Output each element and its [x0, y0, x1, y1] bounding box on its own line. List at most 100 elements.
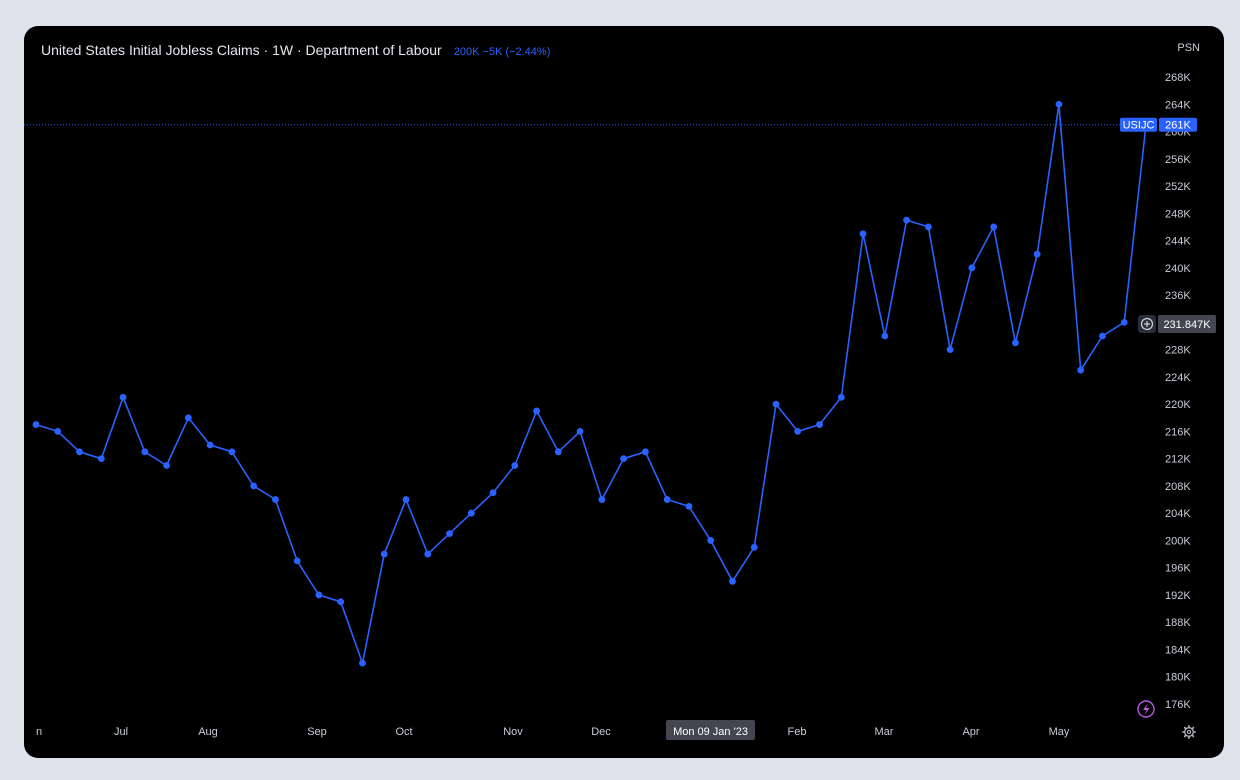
lightning-icon[interactable]: [1137, 700, 1155, 718]
y-tick-label: 196K: [1165, 563, 1191, 575]
data-point[interactable]: [620, 455, 628, 463]
data-point[interactable]: [1055, 100, 1063, 108]
data-point[interactable]: [794, 427, 802, 435]
x-tick-label: Oct: [395, 726, 412, 738]
x-tick-label: Dec: [591, 726, 611, 738]
data-point[interactable]: [816, 421, 823, 428]
y-tick-label: 268K: [1165, 72, 1191, 84]
last-value-badge: 261K: [1159, 117, 1197, 132]
data-point[interactable]: [76, 448, 83, 456]
x-tick-label: Aug: [198, 726, 218, 738]
data-point[interactable]: [946, 346, 954, 354]
y-tick-label: 176K: [1165, 699, 1191, 711]
x-tick-label: Mar: [875, 726, 894, 738]
legend-row: United States Initial Jobless Claims · 1…: [41, 42, 550, 58]
x-tick-label: Feb: [788, 726, 807, 738]
currency-label[interactable]: PSN: [1177, 42, 1200, 54]
x-tick-label: Sep: [307, 726, 327, 738]
data-point[interactable]: [1099, 332, 1106, 340]
y-tick-label: 236K: [1165, 290, 1191, 302]
data-point[interactable]: [424, 550, 432, 558]
series-tag-badge[interactable]: USIJC: [1120, 117, 1157, 132]
data-point[interactable]: [380, 550, 388, 558]
y-tick-label: 240K: [1165, 263, 1191, 275]
data-point[interactable]: [402, 496, 410, 503]
x-tick-label: May: [1049, 726, 1070, 738]
data-point[interactable]: [359, 659, 366, 667]
data-point[interactable]: [990, 223, 998, 231]
data-point[interactable]: [1033, 250, 1041, 258]
data-point[interactable]: [903, 216, 910, 224]
y-tick-label: 256K: [1165, 154, 1191, 166]
crosshair-date-badge: Mon 09 Jan '23: [666, 720, 755, 740]
data-point[interactable]: [293, 557, 301, 565]
y-tick-label: 212K: [1165, 454, 1191, 466]
data-point[interactable]: [707, 537, 715, 544]
data-point[interactable]: [1120, 318, 1128, 326]
line-chart[interactable]: 268K264K260K256K252K248K244K240K236K232K…: [24, 26, 1224, 758]
y-tick-label: 224K: [1165, 372, 1191, 384]
data-point[interactable]: [446, 530, 453, 538]
legend-values: 200K −5K (−2.44%): [453, 46, 551, 58]
data-point[interactable]: [32, 421, 40, 428]
data-point[interactable]: [968, 264, 976, 272]
y-tick-label: 188K: [1165, 617, 1191, 629]
y-tick-label: 252K: [1165, 181, 1191, 193]
data-point[interactable]: [881, 332, 889, 340]
data-point[interactable]: [315, 591, 323, 599]
y-tick-label: 180K: [1165, 672, 1191, 684]
y-tick-label: 228K: [1165, 345, 1191, 357]
data-point[interactable]: [750, 543, 758, 551]
data-point[interactable]: [729, 577, 736, 585]
data-point[interactable]: [97, 455, 105, 463]
gear-icon[interactable]: [1182, 724, 1196, 740]
y-tick-label: 184K: [1165, 644, 1191, 656]
data-point[interactable]: [772, 400, 780, 408]
y-tick-label: 248K: [1165, 208, 1191, 220]
data-point[interactable]: [642, 448, 649, 456]
data-point[interactable]: [228, 448, 236, 456]
data-point[interactable]: [663, 496, 671, 503]
data-point[interactable]: [206, 441, 214, 449]
data-point[interactable]: [554, 448, 562, 456]
y-tick-label: 204K: [1165, 508, 1191, 520]
data-point[interactable]: [184, 414, 192, 422]
data-point[interactable]: [272, 496, 279, 503]
chart-title: United States Initial Jobless Claims · 1…: [41, 42, 442, 58]
data-point[interactable]: [250, 482, 258, 490]
x-tick-label: Jul: [114, 726, 128, 738]
x-tick-label: n: [36, 726, 42, 738]
data-point[interactable]: [576, 427, 584, 435]
y-tick-label: 200K: [1165, 535, 1191, 547]
data-point[interactable]: [685, 502, 693, 510]
y-tick-label: 264K: [1165, 99, 1191, 111]
crosshair-value-text: 231.847K: [1163, 319, 1211, 331]
y-tick-label: 192K: [1165, 590, 1191, 602]
y-tick-label: 216K: [1165, 426, 1191, 438]
chart-frame: United States Initial Jobless Claims · 1…: [24, 26, 1224, 758]
y-tick-label: 208K: [1165, 481, 1191, 493]
data-point[interactable]: [511, 462, 519, 469]
data-point[interactable]: [489, 489, 497, 497]
last-value-text: 261K: [1165, 120, 1191, 132]
data-point[interactable]: [533, 407, 540, 415]
plus-circle-icon[interactable]: [1138, 315, 1156, 333]
x-tick-label: Apr: [962, 726, 979, 738]
data-point[interactable]: [337, 598, 345, 606]
data-point[interactable]: [598, 496, 606, 503]
y-tick-label: 244K: [1165, 236, 1191, 248]
y-tick-label: 260K: [1165, 127, 1191, 139]
series-tag-text: USIJC: [1123, 120, 1155, 132]
data-point[interactable]: [1077, 366, 1085, 374]
x-tick-label: Nov: [503, 726, 523, 738]
data-point[interactable]: [163, 462, 170, 469]
data-point[interactable]: [54, 427, 62, 435]
y-tick-label: 220K: [1165, 399, 1191, 411]
data-point[interactable]: [859, 230, 867, 238]
data-point[interactable]: [119, 393, 127, 401]
data-point[interactable]: [837, 393, 845, 401]
data-point[interactable]: [924, 223, 932, 231]
data-point[interactable]: [141, 448, 149, 456]
data-point[interactable]: [1012, 339, 1019, 347]
data-point[interactable]: [467, 509, 475, 517]
